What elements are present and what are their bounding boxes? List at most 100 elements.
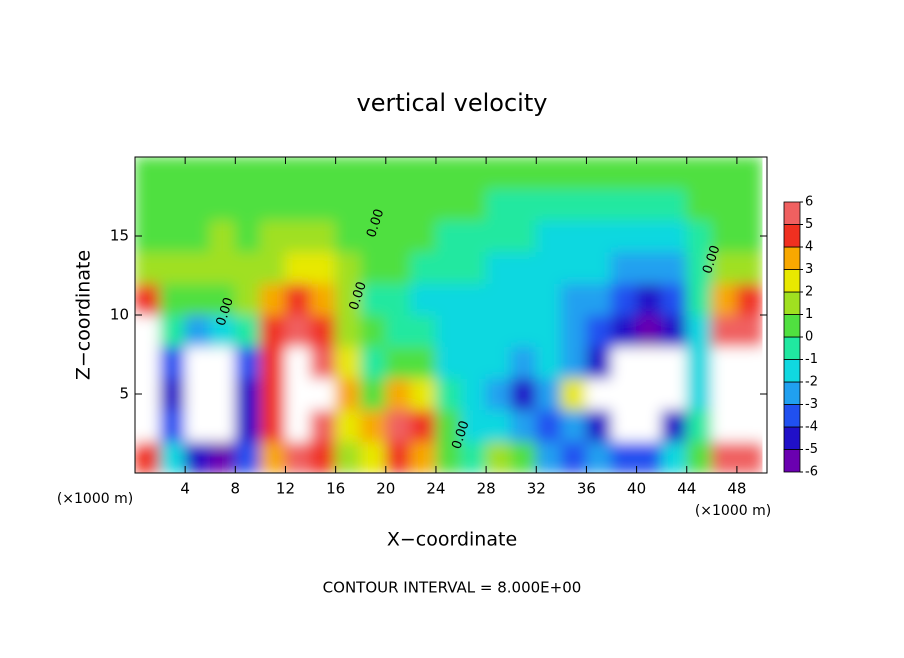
field-cell <box>385 157 412 190</box>
field-cell <box>385 314 412 348</box>
field-cell <box>234 377 261 411</box>
field-cell <box>284 188 312 221</box>
field-cell <box>636 377 663 411</box>
field-cell <box>259 282 286 316</box>
field-cell <box>135 440 161 473</box>
field-cell <box>209 346 236 379</box>
field-cell <box>234 157 261 190</box>
field-cell <box>159 346 186 379</box>
colorbar-label: 0 <box>805 330 813 345</box>
field-cell <box>335 188 362 221</box>
field-cell <box>585 440 613 473</box>
field-cell <box>135 251 161 284</box>
field-cell <box>686 314 713 348</box>
field-cell <box>435 440 462 473</box>
field-cell <box>310 157 337 190</box>
field-cell <box>711 251 738 284</box>
field-cell <box>159 219 186 253</box>
field-cell <box>310 282 337 316</box>
field-cell <box>310 377 337 411</box>
field-cell <box>410 377 437 411</box>
field-cell <box>159 188 186 221</box>
field-cell <box>585 219 613 253</box>
field-cell <box>335 157 362 190</box>
field-cell <box>360 346 387 379</box>
field-cell <box>385 440 412 473</box>
field-cell <box>310 314 337 348</box>
field-cell <box>184 440 211 473</box>
field-cell <box>611 377 638 411</box>
field-cell <box>736 219 763 253</box>
x-tick-label: 8 <box>231 480 241 498</box>
x-tick-label: 4 <box>180 480 190 498</box>
field-cell <box>209 409 236 442</box>
field-cell <box>209 157 236 190</box>
chart-title: vertical velocity <box>357 89 548 117</box>
field-cell <box>560 188 587 221</box>
field-cell <box>611 251 638 284</box>
field-clip <box>135 157 763 473</box>
field-cell <box>135 157 161 190</box>
field-cell <box>560 282 587 316</box>
field-cell <box>410 188 437 221</box>
field-cell <box>135 282 161 316</box>
y-axis-label: Z−coordinate <box>73 250 95 380</box>
field-cell <box>485 282 512 316</box>
field-cell <box>661 188 688 221</box>
field-cell <box>335 346 362 379</box>
y-tick-label: 5 <box>119 385 129 403</box>
field-cell <box>159 409 186 442</box>
field-cell <box>711 314 738 348</box>
field-cell <box>284 314 312 348</box>
field-cell <box>234 314 261 348</box>
field-cell <box>460 219 487 253</box>
field-cell <box>209 219 236 253</box>
field-cell <box>259 346 286 379</box>
field-cell <box>535 440 562 473</box>
field-cell <box>335 282 362 316</box>
field <box>135 157 763 473</box>
field-cell <box>310 251 337 284</box>
field-cell <box>736 409 763 442</box>
field-cell <box>585 409 613 442</box>
field-cell <box>209 314 236 348</box>
x-tick-label: 40 <box>627 480 646 498</box>
field-cell <box>711 377 738 411</box>
field-cell <box>485 440 512 473</box>
field-cell <box>585 188 613 221</box>
field-cell <box>510 346 537 379</box>
field-cell <box>410 314 437 348</box>
field-cell <box>410 251 437 284</box>
field-cell <box>661 346 688 379</box>
field-cell <box>259 188 286 221</box>
field-cell <box>410 409 437 442</box>
field-cell <box>360 157 387 190</box>
field-cell <box>259 314 286 348</box>
field-cell <box>560 346 587 379</box>
colorbar-label: 2 <box>805 285 813 300</box>
field-cell <box>410 440 437 473</box>
field-cell <box>485 251 512 284</box>
field-cell <box>360 219 387 253</box>
field-cell <box>711 188 738 221</box>
x-tick-label: 12 <box>276 480 295 498</box>
field-cell <box>335 409 362 442</box>
field-cell <box>234 219 261 253</box>
field-cell <box>585 157 613 190</box>
field-cell <box>736 251 763 284</box>
field-cell <box>585 377 613 411</box>
field-cell <box>611 157 638 190</box>
field-cell <box>686 346 713 379</box>
colorbar-label: -3 <box>805 397 818 412</box>
field-cell <box>435 409 462 442</box>
field-cell <box>560 409 587 442</box>
field-cell <box>736 377 763 411</box>
field-cell <box>234 346 261 379</box>
field-cell <box>711 219 738 253</box>
field-cell <box>485 314 512 348</box>
field-cell <box>661 409 688 442</box>
field-cell <box>535 188 562 221</box>
field-cell <box>686 409 713 442</box>
